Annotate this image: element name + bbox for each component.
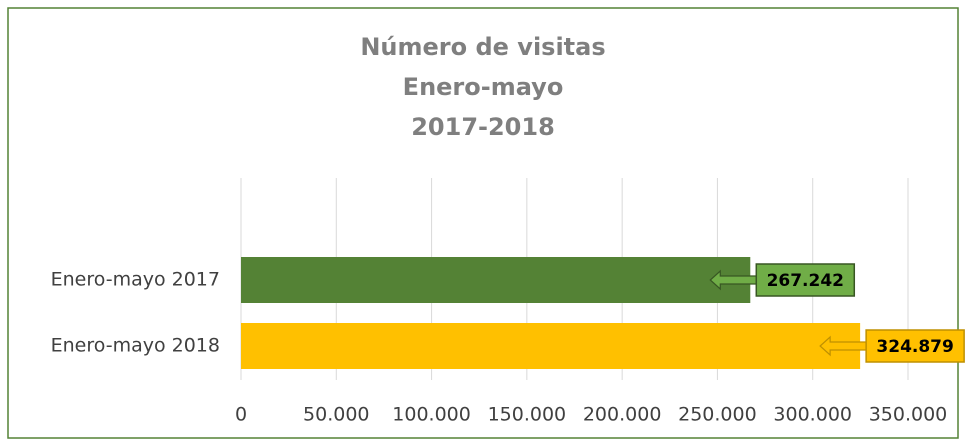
x-tick-label: 0	[235, 404, 247, 426]
x-tick-label: 100.000	[392, 404, 471, 426]
data-label-box	[865, 329, 965, 363]
x-tick-label: 350.000	[869, 404, 948, 426]
bar	[241, 323, 861, 369]
x-tick-label: 300.000	[773, 404, 852, 426]
category-label: Enero-mayo 2018	[51, 335, 220, 357]
x-tick-label: 200.000	[583, 404, 662, 426]
callout-arrow	[709, 269, 757, 291]
bar	[241, 257, 751, 303]
x-tick-label: 250.000	[678, 404, 757, 426]
callout-arrow	[819, 335, 867, 357]
data-label: 324.879	[876, 337, 953, 357]
category-label: Enero-mayo 2017	[51, 269, 220, 291]
x-tick-label: 50.000	[303, 404, 369, 426]
data-label-box	[755, 263, 856, 297]
x-tick-label: 150.000	[488, 404, 567, 426]
chart-title: Enero-mayo	[403, 73, 564, 101]
chart-title: Número de visitas	[360, 33, 605, 61]
data-label: 267.242	[767, 271, 844, 291]
chart-title: 2017-2018	[411, 113, 555, 141]
